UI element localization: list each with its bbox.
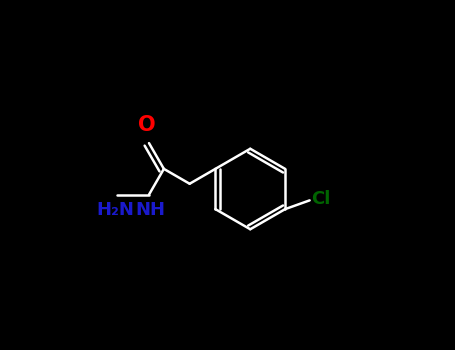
Text: H₂N: H₂N xyxy=(97,201,135,219)
Text: NH: NH xyxy=(136,201,166,219)
Text: Cl: Cl xyxy=(311,190,330,208)
Text: O: O xyxy=(138,116,156,135)
